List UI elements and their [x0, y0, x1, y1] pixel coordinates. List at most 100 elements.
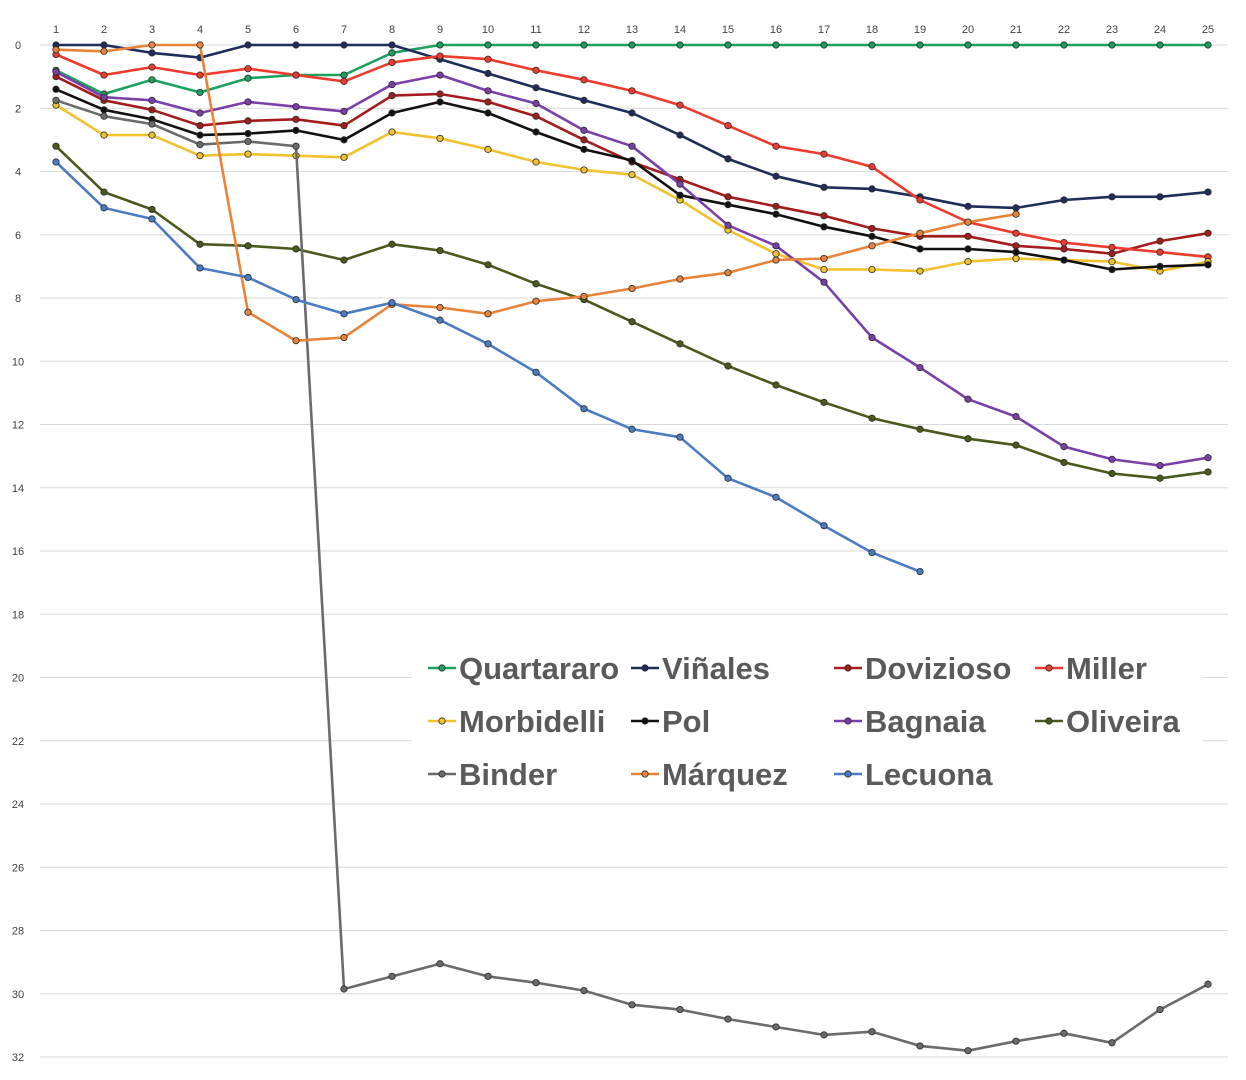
data-point	[388, 299, 396, 307]
data-point	[292, 245, 300, 253]
data-point	[628, 41, 636, 49]
data-point	[52, 85, 60, 93]
data-point	[244, 137, 252, 146]
data-point	[532, 99, 540, 108]
data-point	[436, 316, 444, 324]
data-point	[532, 128, 540, 136]
data-point	[820, 278, 828, 286]
data-point	[724, 1015, 732, 1023]
data-point	[532, 368, 540, 376]
data-point	[1204, 468, 1212, 476]
data-point	[868, 163, 876, 171]
data-point	[292, 337, 300, 345]
data-point	[1012, 242, 1020, 250]
data-point	[628, 425, 636, 433]
data-point	[772, 1023, 780, 1031]
data-point	[100, 188, 108, 196]
x-tick-label: 18	[866, 24, 878, 36]
data-point	[340, 310, 348, 318]
data-point	[532, 41, 540, 49]
data-point	[676, 1005, 684, 1014]
data-point	[484, 109, 492, 117]
legend-background	[412, 640, 1202, 802]
legend-swatch-marker	[641, 717, 649, 725]
x-tick-label: 11	[530, 24, 541, 36]
data-point	[388, 109, 396, 117]
data-point	[916, 267, 924, 275]
data-point	[724, 41, 732, 49]
series-line	[54, 70, 1210, 467]
x-tick-label: 4	[197, 24, 203, 36]
data-point	[244, 242, 252, 250]
data-point	[916, 229, 924, 237]
data-point	[1060, 443, 1068, 451]
data-point	[964, 41, 972, 49]
x-tick-label: 6	[293, 24, 299, 36]
data-point	[244, 98, 252, 106]
data-point	[628, 142, 636, 150]
data-point	[148, 120, 156, 128]
data-point	[580, 986, 588, 995]
data-point	[628, 1001, 636, 1009]
legend-item: Bagnaia	[834, 704, 986, 739]
x-tick-label: 14	[674, 24, 686, 36]
data-point	[148, 215, 156, 223]
data-point	[724, 269, 732, 277]
data-point	[772, 242, 780, 250]
series-line	[54, 160, 922, 573]
x-tick-label: 2	[101, 24, 107, 36]
x-tick-label: 7	[341, 24, 347, 36]
data-point	[52, 46, 60, 54]
data-point	[580, 145, 588, 153]
data-point	[436, 90, 444, 98]
x-tick-label: 15	[722, 24, 734, 36]
data-point	[100, 112, 108, 120]
data-point	[1204, 229, 1212, 237]
data-point	[964, 1047, 972, 1055]
data-point	[820, 522, 828, 530]
data-point	[724, 362, 732, 370]
data-point	[676, 340, 684, 348]
data-point	[388, 41, 396, 49]
data-point	[1156, 41, 1164, 49]
y-tick-label: 2	[15, 103, 21, 115]
data-point	[916, 1042, 924, 1050]
data-point	[340, 77, 348, 85]
legend-label: Miller	[1066, 651, 1147, 686]
data-point	[196, 131, 204, 139]
data-point	[772, 250, 780, 258]
legend-swatch-marker	[1045, 717, 1053, 725]
data-point	[964, 218, 972, 226]
y-tick-label: 18	[12, 609, 24, 621]
data-point	[1012, 441, 1020, 449]
legend-item: Oliveira	[1035, 704, 1180, 739]
x-tick-label: 24	[1154, 24, 1166, 36]
data-point	[1060, 239, 1068, 247]
x-tick-label: 9	[437, 24, 443, 36]
legend-swatch-marker	[1045, 664, 1053, 672]
data-point	[436, 960, 444, 968]
data-point	[580, 405, 588, 413]
data-point	[292, 103, 300, 111]
data-point	[1156, 1005, 1164, 1014]
data-point	[196, 122, 204, 130]
data-point	[484, 41, 492, 49]
data-point	[868, 265, 876, 274]
data-point	[868, 414, 876, 422]
data-point	[484, 145, 492, 153]
data-point	[532, 66, 540, 74]
legend-swatch-marker	[641, 770, 649, 778]
data-point	[724, 474, 732, 482]
data-point	[436, 303, 444, 312]
data-point	[532, 280, 540, 288]
data-point	[148, 63, 156, 71]
data-point	[388, 80, 396, 89]
x-tick-label: 22	[1058, 24, 1070, 36]
data-point	[532, 84, 540, 92]
data-point	[1012, 248, 1020, 256]
data-point	[772, 142, 780, 150]
data-point	[1204, 261, 1212, 269]
data-point	[148, 96, 156, 104]
data-point	[1012, 210, 1020, 218]
